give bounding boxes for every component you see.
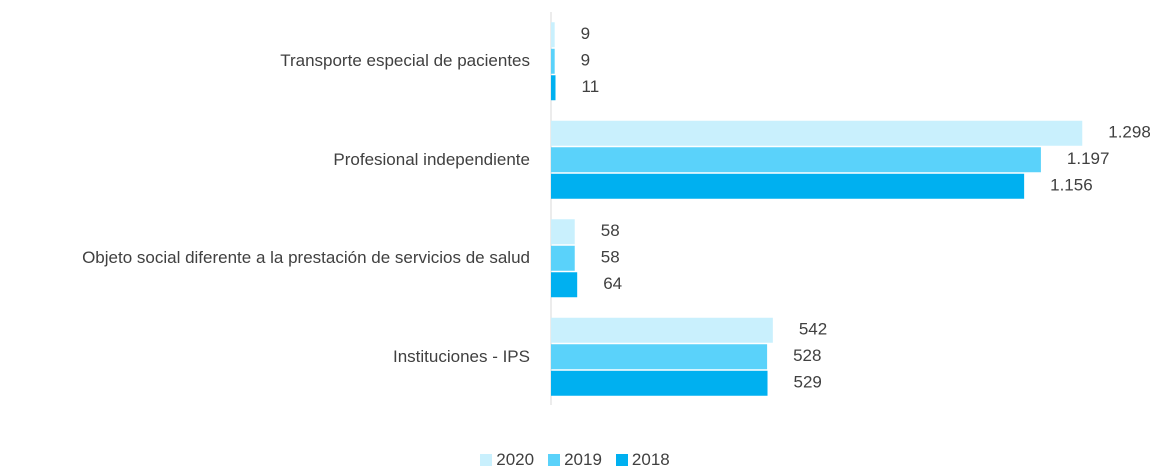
bar — [551, 75, 556, 101]
value-label: 528 — [793, 346, 821, 365]
bar — [551, 370, 768, 396]
value-label: 64 — [603, 274, 622, 293]
value-label: 58 — [601, 221, 620, 240]
legend-item: 2020 — [480, 450, 534, 470]
value-label: 9 — [581, 51, 590, 70]
bar — [551, 48, 555, 74]
legend-item: 2018 — [615, 450, 670, 470]
bar — [551, 245, 575, 271]
category-label: Instituciones - IPS — [392, 346, 530, 366]
bar — [551, 219, 575, 245]
value-label: 9 — [581, 24, 590, 43]
legend-label: 2018 — [631, 450, 670, 469]
legend-label: 2019 — [564, 450, 602, 469]
legend-item: 2019 — [548, 450, 602, 470]
bar — [551, 272, 578, 298]
value-label: 1.156 — [1050, 176, 1093, 195]
bar — [551, 317, 773, 343]
category-label: Objeto social diferente a la prestación … — [82, 248, 530, 268]
legend: 2020 2019 2018 — [0, 450, 1150, 470]
bar — [551, 344, 768, 370]
bar — [551, 22, 555, 48]
value-label: 1.298 — [1108, 123, 1150, 142]
bar — [551, 147, 1041, 173]
category-label: Transporte especial de pacientes — [280, 51, 530, 71]
legend-swatch — [548, 454, 561, 466]
value-label: 1.197 — [1067, 149, 1110, 168]
bar — [551, 120, 1083, 146]
legend-swatch — [480, 454, 493, 466]
value-label: 58 — [601, 248, 620, 267]
value-label: 11 — [582, 77, 600, 96]
category-label: Profesional independiente — [333, 149, 530, 169]
value-label: 542 — [799, 320, 827, 339]
legend-label: 2020 — [496, 450, 535, 469]
value-label: 529 — [794, 373, 822, 392]
legend-swatch — [615, 454, 628, 466]
bar — [551, 173, 1025, 199]
